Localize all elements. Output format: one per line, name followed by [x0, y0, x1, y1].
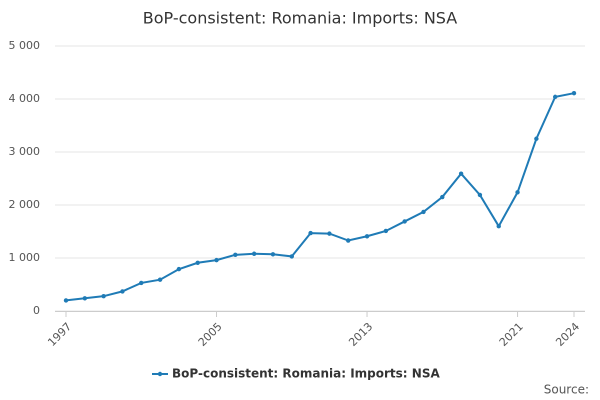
x-tick-label: 2024 [553, 320, 582, 349]
point [477, 192, 483, 198]
point [214, 257, 219, 263]
point [383, 228, 389, 234]
source: Source: [544, 383, 589, 397]
point [496, 224, 501, 229]
point [534, 136, 539, 141]
y-tick-label: 1 000 [9, 251, 41, 264]
point [120, 289, 125, 294]
point [63, 298, 69, 303]
y-tick-label: 4 000 [9, 92, 41, 105]
line [65, 92, 575, 302]
point [402, 219, 407, 224]
point [101, 293, 106, 299]
point [270, 252, 276, 257]
point [176, 266, 182, 272]
y-tick-label: 3 000 [9, 145, 41, 158]
point [515, 190, 520, 195]
point [139, 280, 144, 286]
point [346, 238, 351, 243]
chart-title: BoP-consistent: Romania: Imports: NSA [143, 9, 457, 28]
point [308, 230, 313, 236]
point [82, 296, 88, 301]
y-tick-label: 0 [33, 304, 40, 317]
x-tick-label: 2021 [497, 320, 526, 349]
y-tick-label: 5 000 [9, 39, 41, 52]
point [421, 209, 426, 215]
point [552, 94, 558, 100]
point [327, 231, 332, 236]
x-tick-label: 2005 [196, 320, 225, 349]
point [440, 194, 445, 200]
legend-marker [157, 371, 163, 377]
x-tick-label: 2013 [346, 320, 375, 349]
x-tick-label: 1997 [45, 320, 74, 349]
point [251, 251, 257, 256]
point [195, 260, 200, 265]
point [571, 90, 577, 96]
point [157, 277, 163, 282]
y-tick-label: 2 000 [9, 198, 41, 211]
point [364, 234, 370, 239]
point [233, 252, 238, 258]
point [289, 254, 294, 259]
legend-label: BoP-consistent: Romania: Imports: NSA [172, 367, 440, 381]
point [458, 171, 464, 176]
